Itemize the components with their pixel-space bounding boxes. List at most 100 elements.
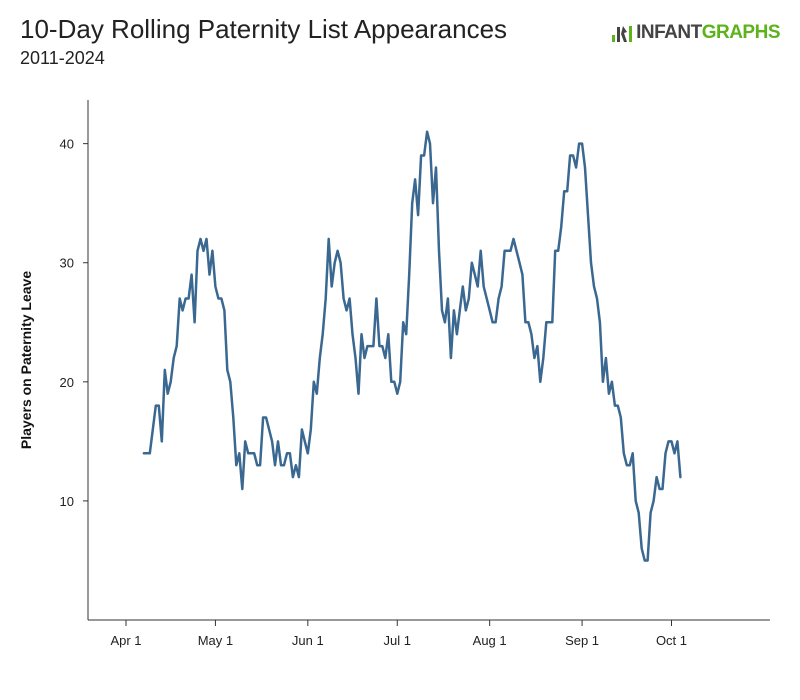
data-point <box>474 274 476 276</box>
data-point <box>554 250 556 252</box>
data-point <box>676 440 679 442</box>
data-point <box>325 297 327 300</box>
data-point <box>521 274 524 276</box>
data-point <box>360 333 363 335</box>
data-point <box>614 405 616 407</box>
data-point <box>343 297 345 300</box>
data-point <box>378 345 380 347</box>
data-point <box>557 250 559 252</box>
data-point <box>220 297 222 300</box>
data-point <box>214 285 216 288</box>
data-point <box>265 416 267 419</box>
x-axis-ticks: Apr 1 May 1 Jun 1 Jul 1 Aug 1 Sep 1 Oct 1 <box>110 620 687 648</box>
data-point <box>560 226 562 228</box>
data-point <box>229 381 231 383</box>
data-point <box>241 488 243 490</box>
data-point <box>366 345 368 347</box>
data-point <box>441 309 443 311</box>
data-point <box>393 381 395 383</box>
data-point <box>509 250 512 252</box>
data-point <box>322 333 324 335</box>
data-point <box>462 285 464 288</box>
data-point <box>423 154 425 157</box>
data-point <box>492 321 494 323</box>
data-point <box>673 452 676 454</box>
data-point <box>387 333 389 335</box>
chart-subtitle: 2011-2024 <box>20 48 105 68</box>
data-point <box>411 202 413 204</box>
x-tick-label: Oct 1 <box>656 633 687 648</box>
data-point <box>369 345 371 347</box>
data-point <box>217 297 219 300</box>
data-point <box>408 274 410 276</box>
data-point <box>667 440 670 442</box>
data-point <box>512 238 515 240</box>
series-group <box>142 130 682 562</box>
data-point <box>143 452 145 454</box>
data-point <box>542 357 544 359</box>
data-point <box>238 452 240 454</box>
data-point <box>527 321 530 323</box>
data-point <box>465 309 467 311</box>
data-point <box>563 190 565 192</box>
data-point <box>313 381 315 383</box>
data-point <box>593 285 595 288</box>
data-point <box>346 309 348 311</box>
data-point <box>581 143 583 145</box>
data-point <box>155 405 157 407</box>
data-point <box>518 262 521 264</box>
data-point <box>632 452 634 454</box>
y-axis-label: Players on Paternity Leave <box>18 271 34 449</box>
data-point <box>319 357 321 359</box>
data-point <box>286 452 288 454</box>
data-point <box>310 428 312 431</box>
data-point <box>644 559 646 562</box>
data-point <box>635 500 637 502</box>
data-point <box>596 297 598 300</box>
y-tick-label: 40 <box>60 137 74 152</box>
data-point <box>608 393 610 395</box>
data-point <box>587 214 589 216</box>
data-point <box>471 262 473 264</box>
data-point <box>605 357 607 359</box>
data-point <box>274 464 276 466</box>
data-point <box>256 464 258 466</box>
data-point <box>495 321 497 323</box>
data-point <box>617 405 619 407</box>
data-point <box>372 345 374 347</box>
data-point <box>247 452 249 454</box>
data-point <box>235 464 237 466</box>
data-point <box>259 464 261 466</box>
data-point <box>170 381 172 383</box>
y-axis-ticks: 10 20 30 40 <box>60 137 88 509</box>
data-point <box>283 464 285 466</box>
data-point <box>590 262 592 264</box>
data-point <box>182 309 184 311</box>
data-point <box>620 416 622 419</box>
data-point <box>331 285 333 288</box>
data-point <box>191 274 193 276</box>
logo-text-infant: INFANT <box>636 22 702 43</box>
data-point <box>292 476 294 478</box>
y-tick-label: 30 <box>60 256 74 271</box>
data-point <box>202 250 205 252</box>
data-point <box>152 428 154 431</box>
data-point <box>515 250 518 252</box>
data-point <box>480 250 482 252</box>
data-point <box>664 452 667 454</box>
data-point <box>653 500 655 502</box>
data-point <box>307 452 309 454</box>
data-point <box>539 381 541 383</box>
data-point <box>223 309 225 311</box>
data-point <box>641 547 643 550</box>
data-point <box>429 143 431 145</box>
data-point <box>602 381 604 383</box>
data-point <box>447 297 449 300</box>
data-point <box>149 452 151 454</box>
data-point <box>179 297 181 300</box>
logo-mark-icon <box>612 26 633 42</box>
data-point <box>301 428 303 431</box>
data-point <box>298 476 300 478</box>
data-point <box>450 357 452 359</box>
data-point <box>670 440 673 442</box>
